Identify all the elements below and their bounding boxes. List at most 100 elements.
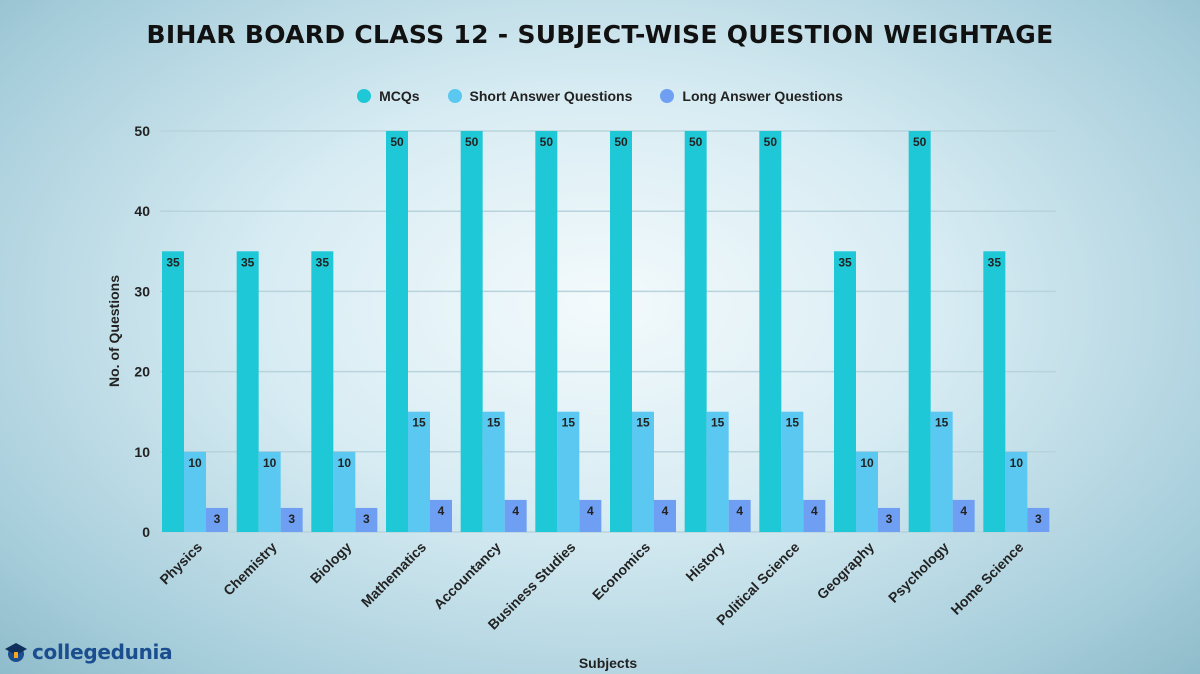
mcq-bar[interactable] [386,131,408,532]
x-tick-label: History [682,539,728,585]
long-answer-bar[interactable] [206,507,228,532]
long-answer-bar[interactable] [504,499,527,532]
x-tick-label: Biology [307,539,355,587]
long-answer-bar[interactable] [280,507,303,532]
mcq-data-label: 35 [316,255,330,269]
mcq-data-label: 50 [689,135,703,149]
long-answer-bar[interactable] [355,507,378,532]
long-answer-data-label: 4 [811,504,818,518]
mcq-bar[interactable] [236,251,259,533]
short-answer-bar[interactable] [632,411,654,532]
mcq-data-label: 35 [241,255,255,269]
short-answer-data-label: 10 [1010,456,1024,470]
mcq-bar[interactable] [908,131,931,532]
legend-item-long-answer[interactable]: Long Answer Questions [660,88,843,104]
collegedunia-logo[interactable]: collegedunia [4,640,173,664]
long-answer-bar[interactable] [579,499,602,532]
long-answer-bar[interactable] [728,499,751,532]
long-answer-data-label: 4 [736,504,743,518]
y-tick-label: 30 [134,283,150,299]
long-answer-bar[interactable] [1027,507,1050,532]
long-answer-data-label: 4 [587,504,594,518]
short-answer-data-label: 10 [860,456,874,470]
mcq-bar[interactable] [834,251,856,533]
mcq-data-label: 35 [166,255,180,269]
x-tick-label: Accountancy [430,539,504,613]
mcq-bar[interactable] [460,131,483,532]
long-answer-data-label: 4 [512,504,519,518]
mcq-bar[interactable] [311,251,334,533]
y-axis-ticks: 0 10 20 30 40 50 [134,123,150,540]
x-axis-ticks: Physics Chemistry Biology Mathematics Accoun… [156,539,1026,633]
mcq-data-label: 50 [614,135,628,149]
y-tick-label: 0 [142,524,150,540]
mcq-bar[interactable] [983,251,1006,533]
short-answer-bar[interactable] [781,411,804,532]
graduation-cap-icon [5,643,27,662]
data-labels: 35 10 3 35 10 3 35 10 3 50 15 4 50 15 4 50 15 4 50 15 4 50 15 4… [166,135,1042,526]
long-answer-bar[interactable] [430,499,452,532]
short-answer-data-label: 15 [636,416,650,430]
short-answer-bar[interactable] [930,411,953,532]
mcq-bar[interactable] [684,131,707,532]
long-answer-bar[interactable] [952,499,975,532]
short-answer-data-label: 15 [935,416,949,430]
y-tick-label: 40 [134,203,150,219]
short-answer-data-label: 15 [786,416,800,430]
legend-label-mcqs: MCQs [379,88,420,104]
chart-legend: MCQs Short Answer Questions Long Answer … [0,88,1200,104]
y-tick-label: 10 [134,444,150,460]
short-answer-bar[interactable] [408,411,430,532]
long-answer-data-label: 3 [288,512,295,526]
short-answer-bar[interactable] [482,411,505,532]
long-answer-bar[interactable] [654,499,676,532]
mcq-data-label: 50 [913,135,927,149]
mcq-data-label: 35 [988,255,1002,269]
long-answer-bar[interactable] [878,507,900,532]
short-answer-bar[interactable] [557,411,580,532]
short-answer-data-label: 10 [263,456,277,470]
chart-title: BIHAR BOARD CLASS 12 - SUBJECT-WISE QUES… [146,20,1054,49]
y-tick-label: 20 [134,364,150,380]
mcq-bar[interactable] [535,131,558,532]
x-tick-label: Political Science [713,539,803,629]
x-tick-label: Physics [156,539,205,588]
mcq-bar[interactable] [162,251,184,533]
legend-swatch-mcqs [357,89,372,103]
short-answer-bar[interactable] [1005,451,1028,532]
short-answer-data-label: 15 [487,416,501,430]
x-tick-label: Psychology [885,539,952,606]
long-answer-bar[interactable] [803,499,826,532]
legend-item-mcqs[interactable]: MCQs [357,88,420,104]
short-answer-data-label: 15 [562,416,576,430]
short-answer-bar[interactable] [333,451,356,532]
long-answer-data-label: 3 [214,512,221,526]
mcq-data-label: 50 [764,135,778,149]
short-answer-data-label: 10 [338,456,352,470]
legend-swatch-long-answer [660,89,675,103]
long-answer-data-label: 4 [662,504,669,518]
mcq-bar[interactable] [759,131,782,532]
short-answer-data-label: 10 [188,456,202,470]
x-axis-label: Subjects [579,655,638,671]
x-tick-label: Home Science [947,539,1026,618]
mcq-bar[interactable] [610,131,632,532]
y-tick-label: 50 [134,123,150,139]
x-tick-label: Mathematics [358,539,429,610]
mcq-data-label: 50 [465,135,479,149]
short-answer-bar[interactable] [258,451,281,532]
short-answer-bar[interactable] [184,451,206,532]
short-answer-bar[interactable] [856,451,878,532]
legend-label-short-answer: Short Answer Questions [469,88,633,104]
legend-swatch-short-answer [447,89,462,103]
short-answer-data-label: 15 [412,416,426,430]
x-tick-label: Economics [589,539,653,603]
long-answer-data-label: 4 [438,504,445,518]
x-tick-label: Geography [814,539,878,603]
short-answer-bar[interactable] [706,411,729,532]
long-answer-data-label: 3 [363,512,370,526]
long-answer-data-label: 4 [960,504,967,518]
long-answer-data-label: 3 [1035,512,1042,526]
legend-item-short-answer[interactable]: Short Answer Questions [447,88,633,104]
